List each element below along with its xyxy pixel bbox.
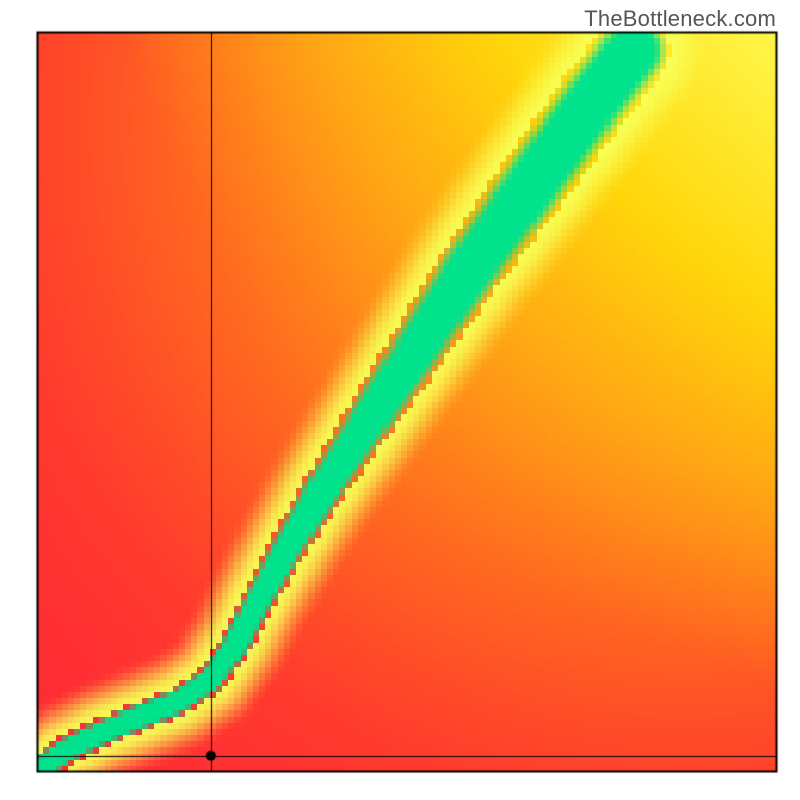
watermark-text: TheBottleneck.com [584,6,776,32]
bottleneck-heatmap [37,32,777,772]
chart-container: TheBottleneck.com [0,0,800,800]
